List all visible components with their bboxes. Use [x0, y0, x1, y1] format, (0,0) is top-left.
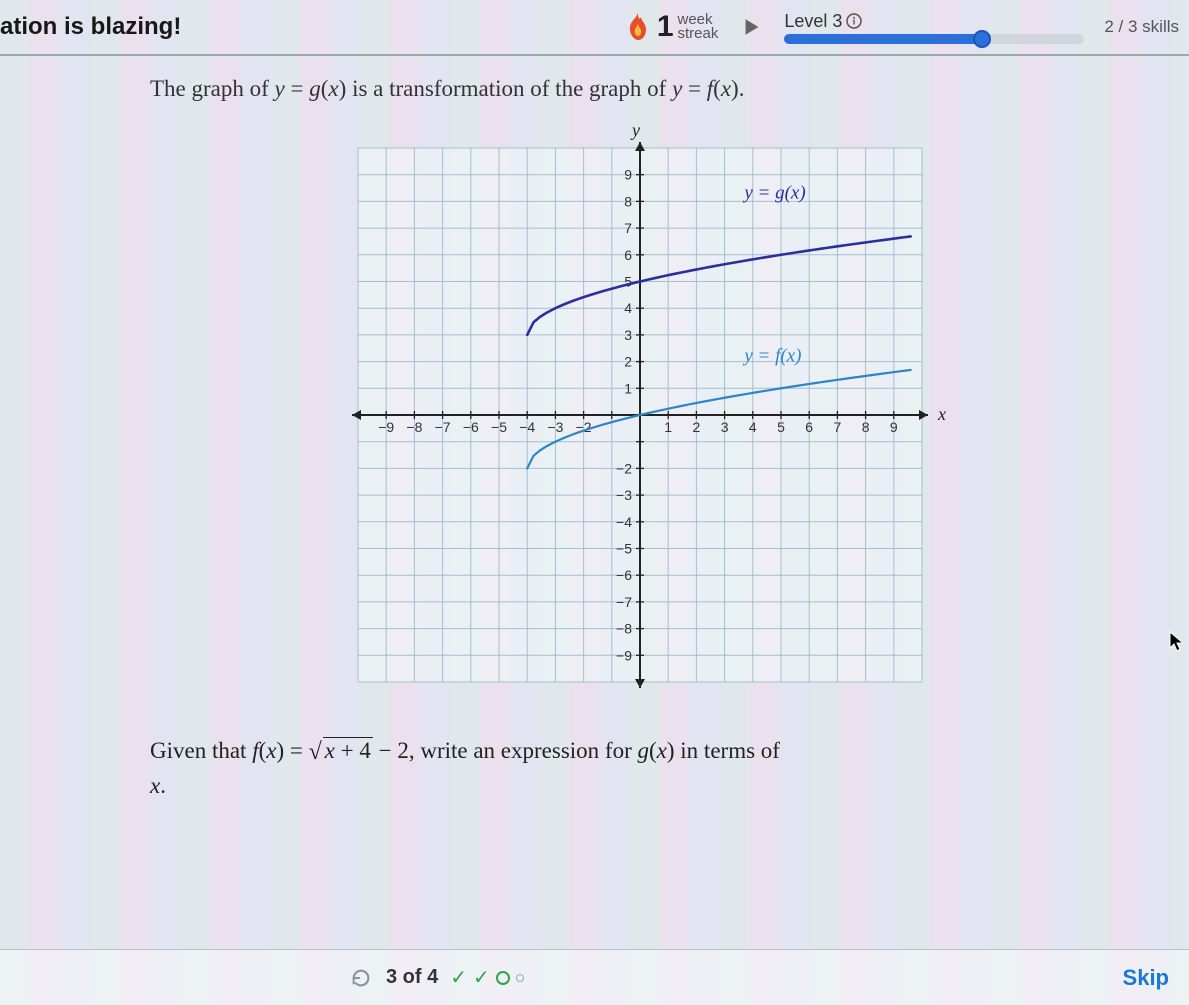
flame-icon: [625, 13, 651, 41]
svg-text:4: 4: [748, 419, 756, 435]
svg-text:y = f(x): y = f(x): [742, 346, 801, 367]
skip-button[interactable]: Skip: [1123, 965, 1169, 991]
svg-text:−8: −8: [406, 419, 422, 435]
info-icon[interactable]: [846, 13, 862, 29]
svg-text:y = g(x): y = g(x): [742, 183, 805, 204]
svg-text:9: 9: [624, 167, 632, 183]
svg-text:−9: −9: [616, 647, 632, 663]
svg-text:9: 9: [889, 419, 897, 435]
svg-text:1: 1: [624, 380, 632, 396]
level-indicator: Level 3: [784, 11, 1084, 44]
svg-text:6: 6: [624, 247, 632, 263]
given-statement: Given that f(x) = x + 4 − 2, write an ex…: [150, 734, 1129, 803]
streak-badge: 1 week streak: [625, 10, 719, 44]
svg-text:−3: −3: [616, 487, 632, 503]
svg-text:−5: −5: [491, 419, 507, 435]
pending-dot-icon: [516, 974, 524, 982]
svg-text:7: 7: [624, 220, 632, 236]
svg-text:x: x: [937, 404, 946, 424]
question-status-icons: ✓ ✓: [450, 965, 524, 990]
svg-text:−8: −8: [616, 621, 632, 637]
level-progress-track: [784, 34, 1084, 44]
svg-text:3: 3: [624, 327, 632, 343]
graph-chart: −9−8−7−6−5−4−3−2123456789123456789−2−3−4…: [330, 120, 950, 710]
svg-text:−9: −9: [378, 419, 394, 435]
svg-text:4: 4: [624, 300, 632, 316]
skills-count: 2 / 3 skills: [1104, 17, 1179, 37]
streak-number: 1: [657, 10, 674, 44]
level-label: Level 3: [784, 11, 842, 32]
svg-text:−3: −3: [547, 419, 563, 435]
mouse-cursor-icon: [1168, 630, 1188, 654]
question-progress: 3 of 4: [386, 966, 438, 989]
top-bar: ation is blazing! 1 week streak Level 3: [0, 0, 1189, 56]
current-dot-icon: [496, 971, 510, 985]
svg-text:−2: −2: [616, 460, 632, 476]
svg-text:−4: −4: [519, 419, 535, 435]
check-icon: ✓: [450, 965, 467, 990]
play-icon[interactable]: [744, 18, 760, 36]
question-prompt: The graph of y = g(x) is a transformatio…: [150, 76, 1129, 102]
svg-text:2: 2: [692, 419, 700, 435]
bottom-bar: 3 of 4 ✓ ✓ Skip: [0, 949, 1189, 1005]
streak-line2: streak: [678, 27, 719, 41]
level-progress-fill: [784, 34, 982, 44]
svg-text:8: 8: [861, 419, 869, 435]
svg-text:7: 7: [833, 419, 841, 435]
svg-text:2: 2: [624, 354, 632, 370]
svg-text:−7: −7: [434, 419, 450, 435]
svg-text:−6: −6: [616, 567, 632, 583]
svg-text:5: 5: [624, 274, 632, 290]
svg-text:−7: −7: [616, 594, 632, 610]
tagline-text: ation is blazing!: [0, 13, 181, 41]
svg-text:1: 1: [664, 419, 672, 435]
level-progress-knob[interactable]: [973, 30, 991, 48]
refresh-icon[interactable]: [350, 967, 372, 989]
svg-text:6: 6: [805, 419, 813, 435]
svg-text:5: 5: [777, 419, 785, 435]
check-icon: ✓: [473, 965, 490, 990]
question-area: The graph of y = g(x) is a transformatio…: [0, 56, 1189, 803]
svg-text:3: 3: [720, 419, 728, 435]
svg-text:8: 8: [624, 193, 632, 209]
svg-text:y: y: [630, 120, 640, 140]
svg-text:−5: −5: [616, 541, 632, 557]
svg-text:−6: −6: [462, 419, 478, 435]
svg-text:−4: −4: [616, 514, 632, 530]
